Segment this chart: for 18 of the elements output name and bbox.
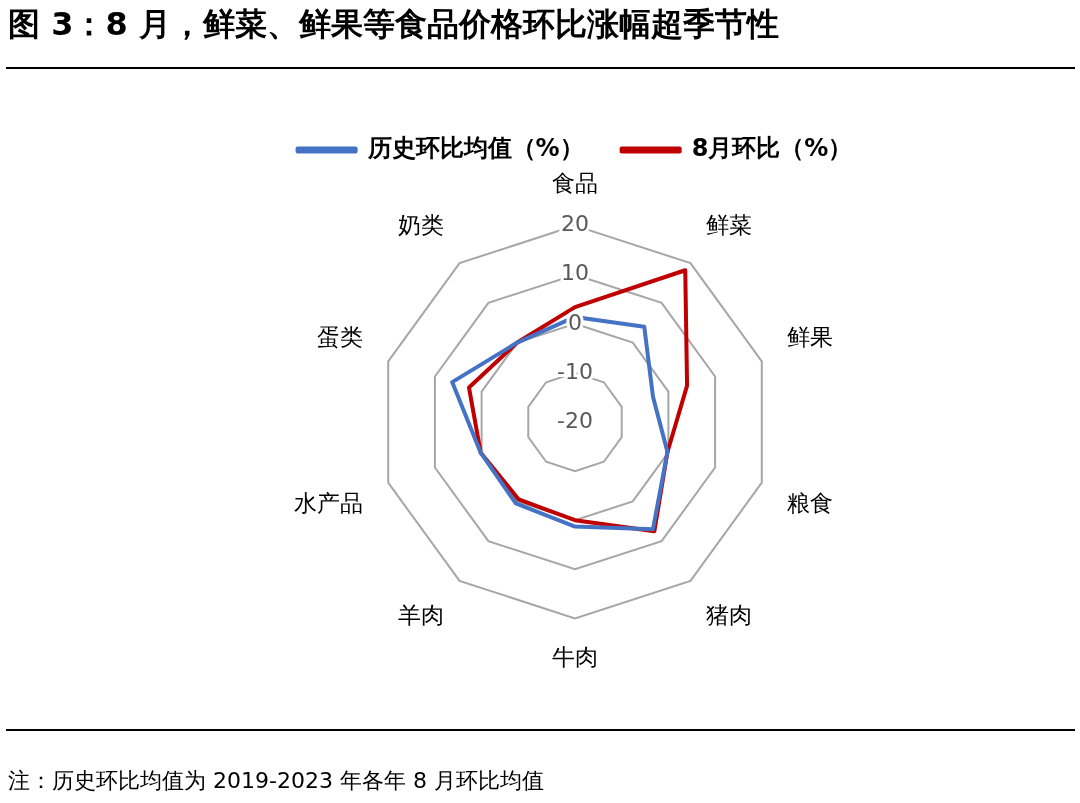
y-tick-label: 10 [561,260,589,286]
spoke-label: 猪肉 [706,601,753,628]
spoke-label: 水产品 [293,489,363,516]
spoke-label: 蛋类 [316,324,363,351]
spoke-label: 牛肉 [552,644,598,671]
y-tick-label: -20 [557,407,593,433]
chart-title: 图 3：8 月，鲜菜、鲜果等食品价格环比涨幅超季节性 [8,4,779,45]
spoke-label: 粮食 [787,489,834,516]
legend-label: 8月环比（%） [691,134,853,163]
spoke-label: 羊肉 [397,601,444,628]
text: 注：历史环比均值为 2019-2023 年各年 8 月环比均值 [8,767,544,795]
legend-label: 历史环比均值（%） [366,134,584,163]
spoke-label: 奶类 [397,212,444,239]
spoke-label: 食品 [552,169,598,196]
y-tick-label: 20 [561,211,589,237]
y-tick-label: -10 [557,358,593,384]
spoke-label: 鲜果 [787,324,834,351]
spoke-label: 鲜菜 [706,212,753,239]
